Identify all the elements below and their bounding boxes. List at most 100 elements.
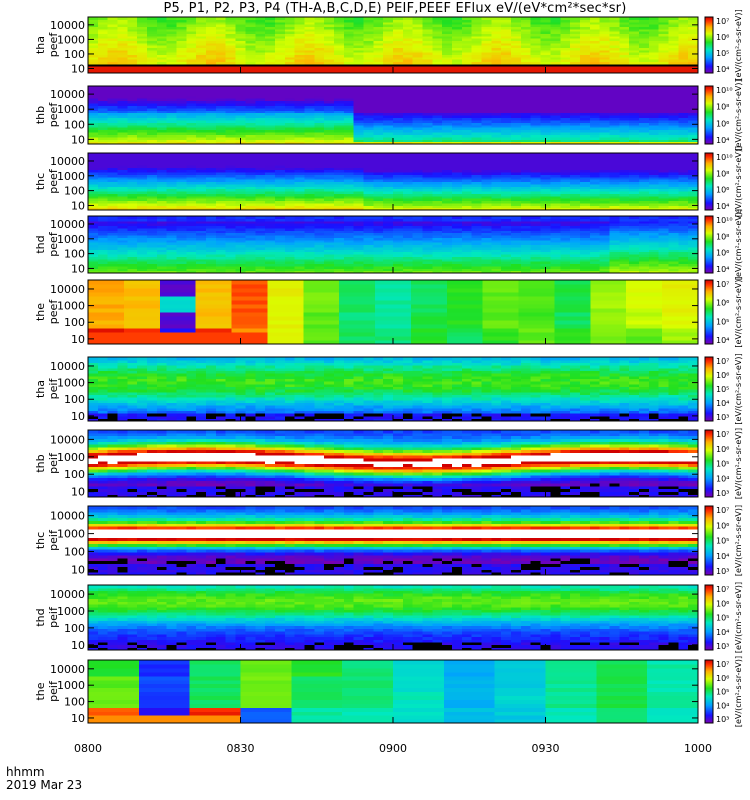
heatmap-cell (579, 42, 591, 46)
heatmap-cell (117, 42, 128, 46)
heatmap-cell (412, 54, 424, 58)
heatmap-cell (343, 95, 355, 99)
heatmap-cell (117, 95, 128, 99)
heatmap-cell (324, 102, 335, 106)
heatmap-cell (393, 90, 404, 94)
heatmap-cell (215, 21, 227, 25)
heatmap-cell (648, 19, 660, 23)
heatmap-cell (589, 68, 601, 72)
heatmap-cell (245, 54, 256, 58)
heatmap-cell (373, 90, 384, 94)
heatmap-cell (412, 122, 424, 126)
heatmap-cell (255, 17, 266, 20)
heatmap-cell (274, 90, 286, 94)
heatmap-cell (363, 102, 374, 106)
heatmap-cell (393, 93, 404, 97)
heatmap-cell (363, 26, 374, 30)
heatmap-cell (599, 26, 611, 30)
heatmap-cell (333, 59, 345, 62)
heatmap-cell (225, 68, 237, 72)
heatmap-cell (560, 70, 571, 74)
heatmap-cell (393, 54, 404, 58)
heatmap-cell (324, 90, 335, 94)
heatmap-cell (452, 59, 463, 62)
heatmap-cell (245, 131, 256, 135)
heatmap-cell (353, 131, 365, 135)
heatmap-cell (186, 95, 197, 99)
heatmap-cell (314, 42, 325, 46)
heatmap-cell (550, 66, 561, 69)
heatmap-cell (147, 86, 158, 90)
heatmap-cell (186, 40, 197, 44)
heatmap-cell (235, 31, 247, 34)
heatmap-cell (284, 61, 296, 65)
heatmap-cell (363, 47, 374, 51)
heatmap-cell (393, 86, 404, 90)
heatmap-cell (235, 112, 247, 116)
heatmap-cell (422, 66, 433, 69)
heatmap-cell (206, 139, 217, 143)
heatmap-cell (471, 19, 483, 23)
heatmap-cell (186, 24, 197, 27)
heatmap-cell (501, 63, 512, 67)
heatmap-cell (402, 102, 414, 106)
heatmap-cell (147, 52, 158, 55)
heatmap-cell (225, 63, 237, 67)
heatmap-cell (353, 66, 365, 69)
heatmap-cell (560, 61, 571, 65)
heatmap-cell (147, 26, 158, 30)
heatmap-cell (550, 28, 561, 32)
heatmap-cell (432, 38, 443, 41)
heatmap-cell (265, 115, 276, 119)
heatmap-cell (304, 68, 315, 72)
heatmap-cell (294, 131, 306, 135)
heatmap-cell (304, 124, 315, 128)
heatmap-cell (658, 17, 670, 20)
heatmap-cell (196, 95, 207, 99)
heatmap-cell (294, 47, 306, 51)
heatmap-cell (107, 88, 119, 92)
heatmap-cell (638, 49, 650, 53)
heatmap-cell (442, 21, 453, 25)
heatmap-cell (491, 63, 502, 67)
heatmap-cell (373, 42, 384, 46)
heatmap-cell (166, 70, 178, 74)
heatmap-cell (176, 68, 187, 72)
heatmap-cell (166, 136, 178, 140)
heatmap-cell (501, 35, 512, 39)
heatmap-cell (88, 47, 99, 51)
heatmap-cell (393, 68, 404, 72)
heatmap-cell (245, 129, 256, 133)
heatmap-cell (560, 63, 571, 67)
heatmap-cell (570, 59, 581, 62)
heatmap-cell (127, 19, 138, 23)
heatmap-cell (373, 139, 384, 143)
heatmap-cell (383, 93, 394, 97)
heatmap-cell (333, 31, 345, 34)
heatmap-cell (393, 127, 404, 131)
heatmap-cell (402, 47, 414, 51)
heatmap-cell (156, 38, 168, 41)
heatmap-cell (442, 38, 453, 41)
heatmap-cell (609, 70, 620, 74)
heatmap-cell (461, 26, 473, 30)
heatmap-cell (88, 33, 99, 37)
heatmap-cell (225, 38, 237, 41)
heatmap-cell (225, 98, 237, 102)
heatmap-cell (304, 31, 315, 34)
heatmap-cell (206, 45, 217, 48)
heatmap-cell (353, 129, 365, 133)
heatmap-cell (147, 105, 158, 109)
heatmap-cell (343, 115, 355, 119)
heatmap-cell (88, 40, 99, 44)
heatmap-cell (274, 31, 286, 34)
heatmap-cell (688, 63, 699, 67)
heatmap-cell (294, 102, 306, 106)
heatmap-cell (530, 49, 542, 53)
heatmap-cell (520, 24, 532, 27)
heatmap-cell (225, 102, 237, 106)
heatmap-cell (461, 42, 473, 46)
heatmap-cell (304, 107, 315, 111)
heatmap-cell (245, 70, 256, 74)
heatmap-cell (560, 31, 571, 34)
